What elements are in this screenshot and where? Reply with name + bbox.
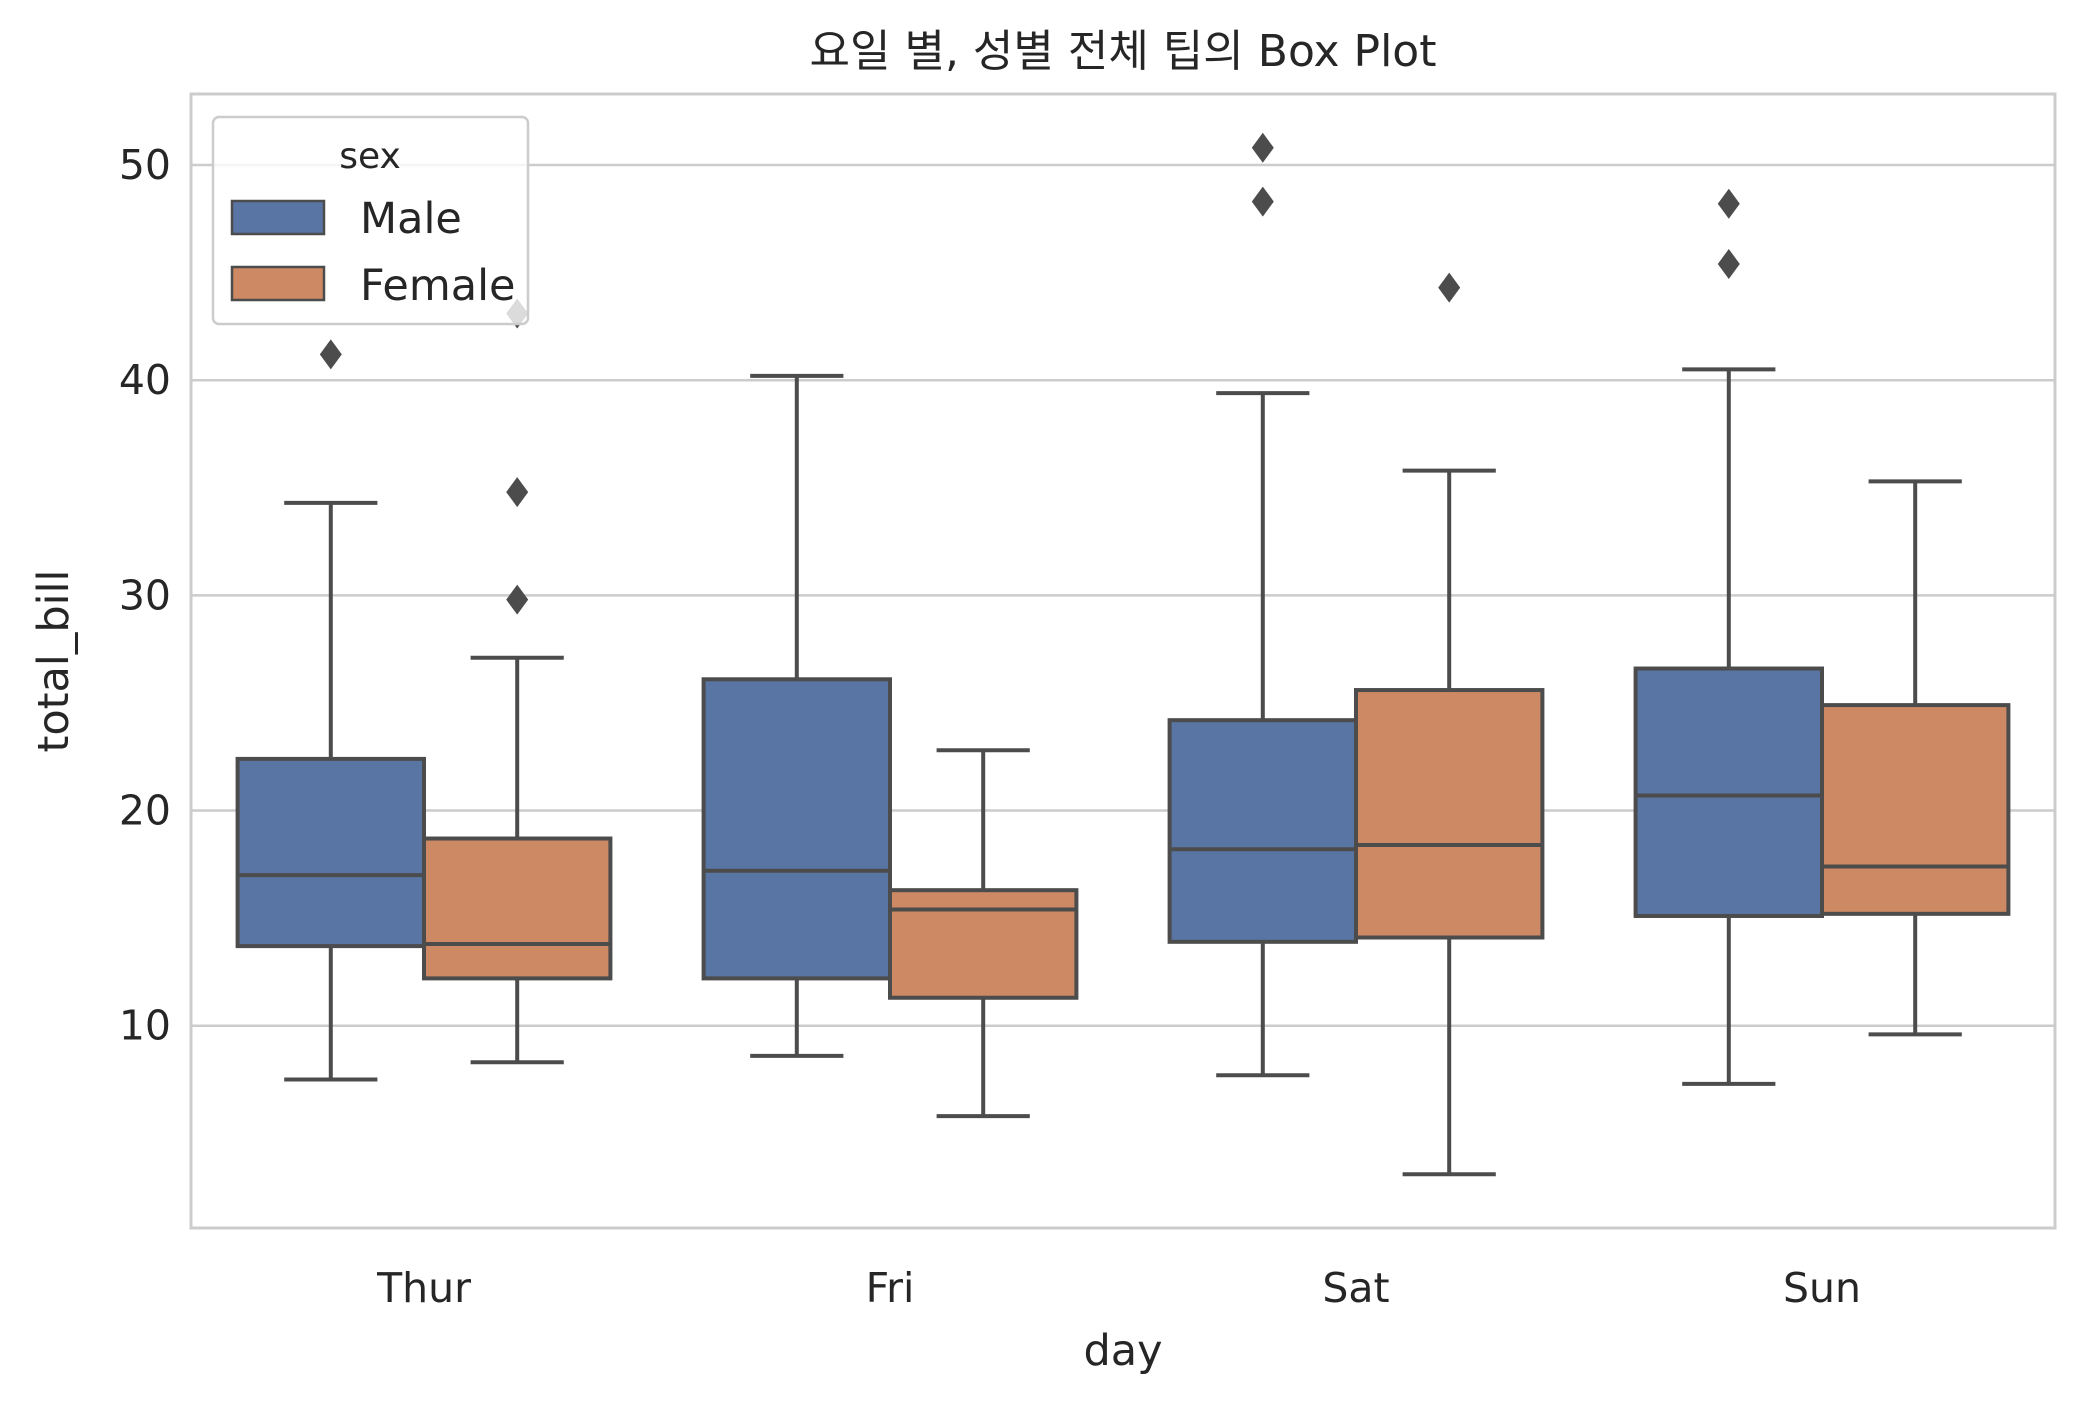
box-body-female-thur xyxy=(422,836,613,981)
gridlines xyxy=(191,163,2055,1027)
box-body-male-sun xyxy=(1633,666,1824,918)
box-body-male-sat xyxy=(1167,718,1358,944)
boxes xyxy=(235,132,2011,1177)
box-male-sat xyxy=(1167,132,1358,1078)
x-tick-label-sat: Sat xyxy=(1322,1264,1389,1312)
y-tick-label-30: 30 xyxy=(119,571,171,619)
outlier-male-sat-0 xyxy=(1251,186,1274,217)
legend-swatch-male xyxy=(230,199,326,236)
chart-title: 요일 별, 성별 전체 팁의 Box Plot xyxy=(810,26,1437,77)
outlier-female-thur-0 xyxy=(506,584,529,615)
plot-frame xyxy=(189,92,2057,1230)
legend-swatch-female xyxy=(230,265,326,302)
legend-title: sex xyxy=(339,136,401,177)
legend-label-female: Female xyxy=(360,261,515,311)
y-tick-label-40: 40 xyxy=(119,356,171,404)
y-tick-label-50: 50 xyxy=(119,141,171,189)
outlier-male-thur-0 xyxy=(319,339,342,370)
outlier-male-sun-0 xyxy=(1717,248,1740,279)
box-body-male-thur xyxy=(235,756,426,949)
box-female-fri xyxy=(888,748,1079,1119)
box-female-thur xyxy=(422,298,613,1065)
box-body-male-fri xyxy=(701,677,892,981)
y-axis-label: total_bill xyxy=(29,570,79,753)
outlier-female-thur-1 xyxy=(506,477,529,508)
box-female-sat xyxy=(1354,272,1545,1177)
tick-labels: 10 20 30 40 50 Thur Fri Sat Sun xyxy=(119,141,1861,1312)
outlier-female-sat-0 xyxy=(1438,272,1461,303)
box-male-thur xyxy=(235,339,426,1082)
x-tick-label-thur: Thur xyxy=(376,1264,471,1312)
x-tick-label-fri: Fri xyxy=(866,1264,915,1312)
legend: sex Male Female xyxy=(211,115,530,326)
y-tick-label-20: 20 xyxy=(119,787,171,835)
box-male-fri xyxy=(701,373,892,1058)
box-body-female-sat xyxy=(1354,688,1545,940)
x-axis-label: day xyxy=(1083,1326,1162,1376)
y-tick-label-10: 10 xyxy=(119,1002,171,1050)
outlier-male-sun-1 xyxy=(1717,188,1740,219)
legend-label-male: Male xyxy=(360,194,462,244)
x-tick-label-sun: Sun xyxy=(1783,1264,1861,1312)
box-body-female-fri xyxy=(888,888,1079,1000)
box-male-sun xyxy=(1633,188,1824,1086)
outlier-male-sat-1 xyxy=(1251,132,1274,163)
box-female-sun xyxy=(1820,479,2011,1037)
box-body-female-sun xyxy=(1820,703,2011,916)
